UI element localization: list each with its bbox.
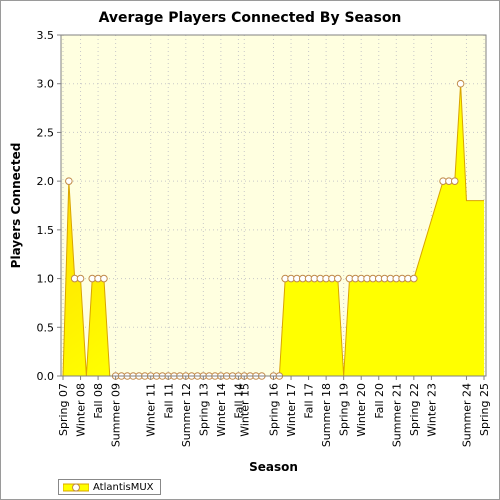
x-axis-ticks: Spring 07 Winter 08 Fall 08 Summer 09 Winter…: [57, 376, 491, 447]
x-tick-label: Summer 18: [320, 383, 333, 447]
x-tick-label: Winter 20: [355, 383, 368, 437]
x-tick-label: Fall 17: [303, 383, 316, 419]
y-axis-ticks: 0.0 0.5 1.0 1.5 2.0 2.5 3.0 3.5: [37, 29, 61, 383]
x-tick-label: Summer 24: [460, 383, 473, 447]
y-tick-label: 1.0: [37, 273, 55, 286]
data-point: [456, 79, 465, 88]
x-tick-label: Spring 25: [478, 383, 491, 436]
y-tick-label: 3.0: [37, 78, 55, 91]
legend: AtlantisMUX: [58, 479, 161, 495]
legend-label: AtlantisMUX: [93, 481, 154, 493]
data-point: [334, 274, 342, 283]
data-point: [65, 177, 73, 185]
y-axis-label: Players Connected: [9, 143, 23, 269]
y-tick-label: 1.5: [37, 224, 55, 237]
data-point: [410, 274, 418, 283]
x-tick-label: Winter 17: [285, 383, 298, 437]
series-area: [63, 83, 484, 376]
x-tick-label: Winter 23: [425, 383, 438, 437]
x-tick-label: Spring 19: [338, 383, 351, 436]
y-tick-label: 2.0: [37, 175, 55, 188]
data-point: [76, 274, 85, 283]
y-tick-label: 3.5: [37, 29, 55, 42]
x-tick-label: Fall 08: [92, 383, 105, 419]
x-tick-label: Summer 09: [110, 383, 123, 447]
x-tick-label: Winter 08: [75, 383, 88, 437]
x-tick-label: Summer 21: [390, 383, 403, 447]
legend-swatch: [63, 483, 89, 492]
x-tick-label: Winter 15: [238, 383, 251, 437]
x-tick-label: Fall 14: [232, 383, 245, 419]
x-tick-label: Fall 11: [162, 383, 175, 419]
data-point: [450, 177, 459, 185]
x-tick-label: Spring 22: [408, 383, 421, 436]
y-tick-label: 2.5: [37, 126, 55, 139]
x-tick-label: Winter 14: [215, 383, 228, 437]
x-tick-label: Spring 07: [57, 383, 70, 436]
y-tick-label: 0.0: [37, 370, 55, 383]
chart-title: Average Players Connected By Season: [98, 10, 402, 26]
x-axis-label: Season: [249, 460, 298, 474]
x-tick-label: Spring 16: [268, 383, 281, 436]
x-tick-label: Fall 20: [373, 383, 386, 419]
x-tick-label: Winter 11: [145, 383, 158, 437]
x-tick-label: Spring 13: [197, 383, 210, 436]
y-tick-label: 0.5: [37, 321, 55, 334]
x-tick-label: Summer 12: [180, 383, 193, 447]
data-point: [100, 274, 108, 283]
